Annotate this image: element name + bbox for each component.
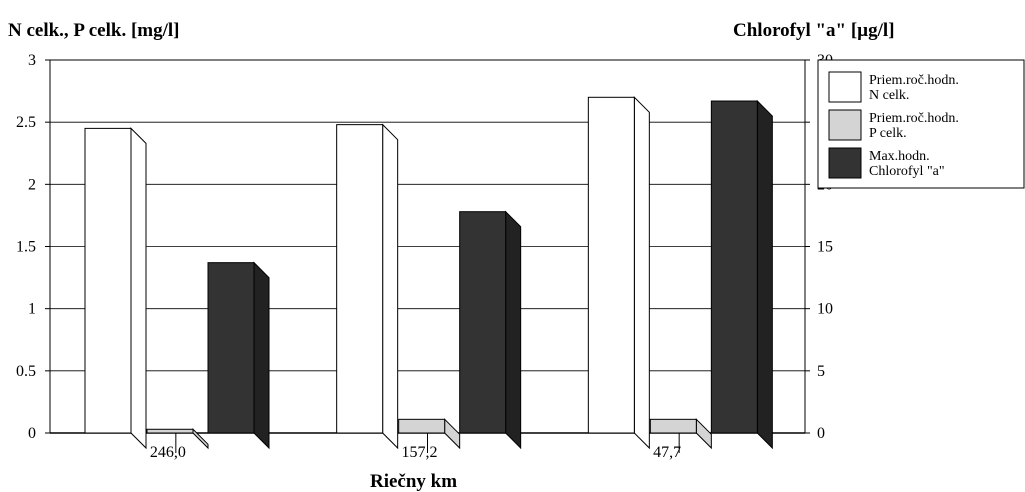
bar-side bbox=[633, 96, 650, 450]
x-axis-title: Riečny km bbox=[370, 471, 457, 492]
bar bbox=[146, 428, 194, 434]
legend-label: N celk. bbox=[869, 88, 909, 103]
left-tick-label: 1 bbox=[28, 301, 36, 318]
x-tick-label: 246,0 bbox=[150, 444, 186, 461]
legend-label: Max.hodn. bbox=[869, 149, 930, 164]
right-axis-title: Chlorofyl "a" [µg/l] bbox=[733, 20, 895, 41]
legend-label: Chlorofyl "a" bbox=[869, 164, 945, 179]
bar-side bbox=[253, 261, 270, 450]
bar bbox=[710, 100, 758, 434]
legend-label: P celk. bbox=[869, 126, 907, 141]
left-tick-label: 0.5 bbox=[16, 363, 36, 380]
legend: Priem.roč.hodn.N celk.Priem.roč.hodn.P c… bbox=[817, 59, 1025, 189]
left-tick-label: 2.5 bbox=[16, 114, 36, 131]
bar-side bbox=[505, 210, 522, 450]
legend-label: Priem.roč.hodn. bbox=[869, 73, 959, 88]
bar bbox=[649, 418, 697, 434]
left-tick-label: 3 bbox=[28, 52, 36, 69]
bar-side bbox=[130, 127, 147, 450]
bar bbox=[336, 124, 384, 434]
bar bbox=[398, 418, 446, 434]
bar bbox=[459, 211, 507, 434]
bar-side bbox=[382, 123, 399, 450]
left-tick-label: 1.5 bbox=[16, 239, 36, 256]
bar bbox=[84, 127, 132, 434]
left-tick-label: 0 bbox=[28, 425, 36, 442]
legend-swatch bbox=[828, 109, 862, 141]
x-tick-label: 47,7 bbox=[653, 444, 681, 461]
right-tick-label: 15 bbox=[817, 239, 833, 256]
left-tick-label: 2 bbox=[28, 176, 36, 193]
bar-side bbox=[444, 418, 461, 450]
right-tick-label: 0 bbox=[817, 425, 825, 442]
legend-swatch bbox=[828, 71, 862, 103]
bar-side bbox=[192, 428, 209, 450]
bar bbox=[207, 262, 255, 434]
right-tick-label: 10 bbox=[817, 301, 833, 318]
bar bbox=[587, 96, 635, 434]
right-tick-label: 5 bbox=[817, 363, 825, 380]
legend-swatch bbox=[828, 147, 862, 179]
bar-side bbox=[756, 99, 773, 450]
bar-side bbox=[695, 418, 712, 450]
x-tick-label: 157,2 bbox=[402, 444, 438, 461]
left-axis-title: N celk., P celk. [mg/l] bbox=[8, 20, 180, 41]
legend-label: Priem.roč.hodn. bbox=[869, 111, 959, 126]
